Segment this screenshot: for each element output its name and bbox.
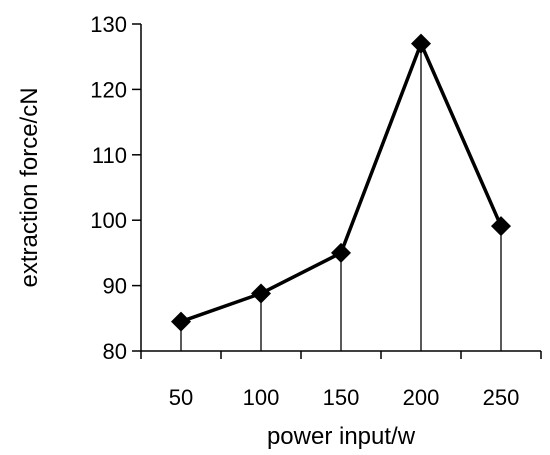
y-axis-ticks: 80 90 100 110 120 130 xyxy=(90,12,141,364)
y-tick-label: 130 xyxy=(90,12,127,37)
data-point-marker xyxy=(411,33,431,54)
series xyxy=(171,33,511,332)
data-point-marker xyxy=(251,283,271,304)
data-point-marker xyxy=(491,216,511,237)
x-tick-label: 50 xyxy=(169,385,193,410)
x-axis-title: power input/w xyxy=(267,423,416,450)
y-axis-title: extraction force/cN xyxy=(16,87,43,287)
x-tick-label: 200 xyxy=(403,385,440,410)
data-point-marker xyxy=(331,242,351,263)
y-tick-label: 120 xyxy=(90,77,127,102)
x-tick-label: 100 xyxy=(243,385,280,410)
x-tick-label: 250 xyxy=(483,385,520,410)
data-point-marker xyxy=(171,311,191,332)
x-tick-label: 150 xyxy=(323,385,360,410)
y-tick-label: 90 xyxy=(103,274,127,299)
x-axis-ticks: 50 100 150 200 250 xyxy=(140,351,542,410)
y-tick-label: 100 xyxy=(90,208,127,233)
y-tick-label: 80 xyxy=(103,339,127,364)
drop-lines xyxy=(180,43,502,351)
y-tick-label: 110 xyxy=(92,143,127,168)
